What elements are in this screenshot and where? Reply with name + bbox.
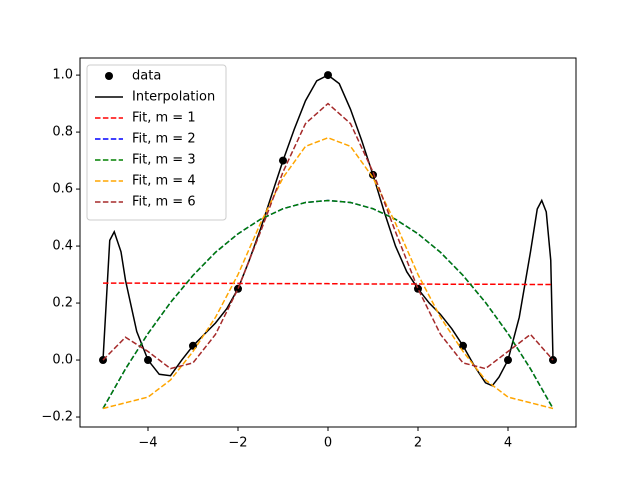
y-tick-label: 0.0: [52, 353, 73, 368]
legend-label: Fit, m = 2: [132, 132, 196, 147]
y-tick-label: 0.8: [52, 125, 73, 140]
y-tick-label: 1.0: [52, 68, 73, 83]
series-line: [102, 199, 554, 409]
legend-label: Fit, m = 1: [132, 111, 196, 126]
legend-marker: [105, 72, 113, 80]
series-line: [102, 74, 554, 387]
y-tick-label: 0.2: [52, 296, 73, 311]
x-tick-label: −4: [138, 436, 157, 451]
y-tick-label: 0.4: [52, 239, 73, 254]
series-line: [102, 136, 554, 410]
series-line: [102, 282, 554, 286]
legend-label: Fit, m = 4: [132, 174, 196, 189]
y-tick-label: 0.6: [52, 182, 73, 197]
y-tick-label: −0.2: [41, 410, 73, 425]
legend-label: Fit, m = 3: [132, 153, 196, 168]
legend-label: data: [132, 69, 161, 84]
x-tick-label: 4: [504, 436, 512, 451]
x-tick-label: 0: [324, 436, 332, 451]
series-line: [102, 102, 554, 370]
plot-area: [98, 71, 558, 410]
x-tick-label: 2: [414, 436, 422, 451]
x-tick-label: −2: [228, 436, 247, 451]
legend-label: Interpolation: [132, 90, 215, 105]
legend-label: Fit, m = 6: [132, 195, 196, 210]
